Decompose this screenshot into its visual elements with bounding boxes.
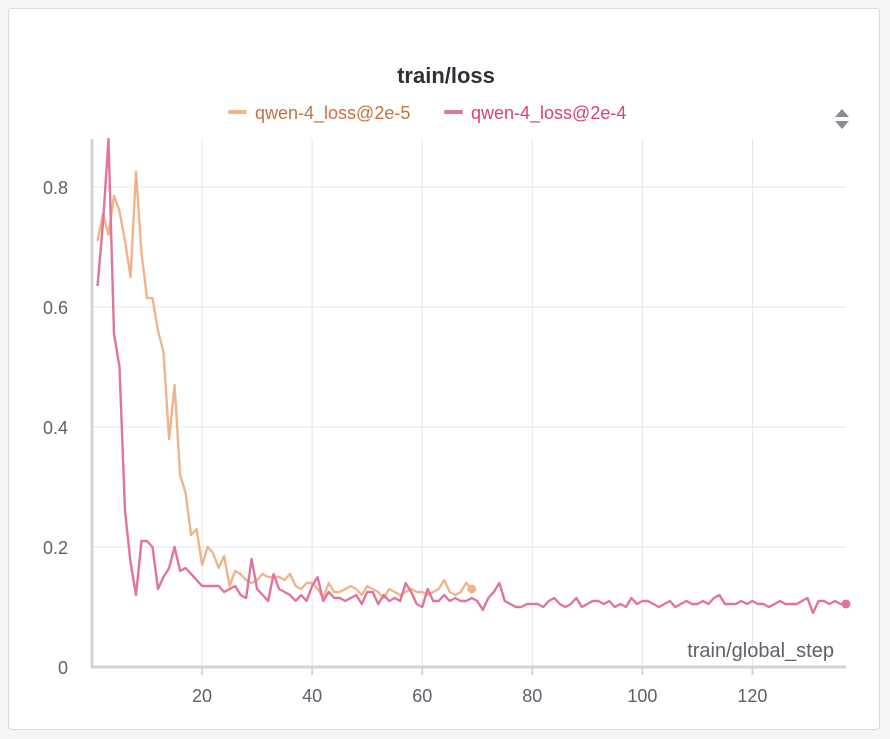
y-tick-label: 0.4 xyxy=(43,418,68,438)
chart-title: train/loss xyxy=(397,63,495,88)
series-end-point-2[interactable] xyxy=(841,599,851,609)
x-axis-label: train/global_step xyxy=(687,640,834,662)
y-tick-label: 0.6 xyxy=(43,298,68,318)
tick-labels: 0 0.2 0.4 0.6 0.8 20 40 60 80 100 120 xyxy=(43,178,767,706)
sort-toggle-icon[interactable] xyxy=(835,109,849,129)
series-line-2[interactable] xyxy=(96,137,847,615)
x-tick-label: 60 xyxy=(412,686,432,706)
series-end-point-1[interactable] xyxy=(467,584,477,594)
legend[interactable]: qwen-4_loss@2e-5 qwen-4_loss@2e-4 xyxy=(228,103,626,124)
legend-item-label[interactable]: qwen-4_loss@2e-4 xyxy=(471,103,626,124)
series-line-1[interactable] xyxy=(96,170,473,600)
x-tick-label: 120 xyxy=(737,686,767,706)
x-tick-label: 100 xyxy=(627,686,657,706)
y-tick-label: 0 xyxy=(58,658,68,678)
x-tick-label: 40 xyxy=(302,686,322,706)
y-tick-label: 0.8 xyxy=(43,178,68,198)
line-chart[interactable]: train/loss qwen-4_loss@2e-5 qwen-4_loss@2… xyxy=(9,9,881,731)
chart-panel: train/loss qwen-4_loss@2e-5 qwen-4_loss@2… xyxy=(8,8,880,730)
axes xyxy=(90,139,846,675)
legend-item-label[interactable]: qwen-4_loss@2e-5 xyxy=(255,103,410,124)
y-tick-label: 0.2 xyxy=(43,538,68,558)
gridlines xyxy=(92,139,846,667)
x-tick-label: 80 xyxy=(522,686,542,706)
x-tick-label: 20 xyxy=(192,686,212,706)
series-lines xyxy=(96,137,851,615)
